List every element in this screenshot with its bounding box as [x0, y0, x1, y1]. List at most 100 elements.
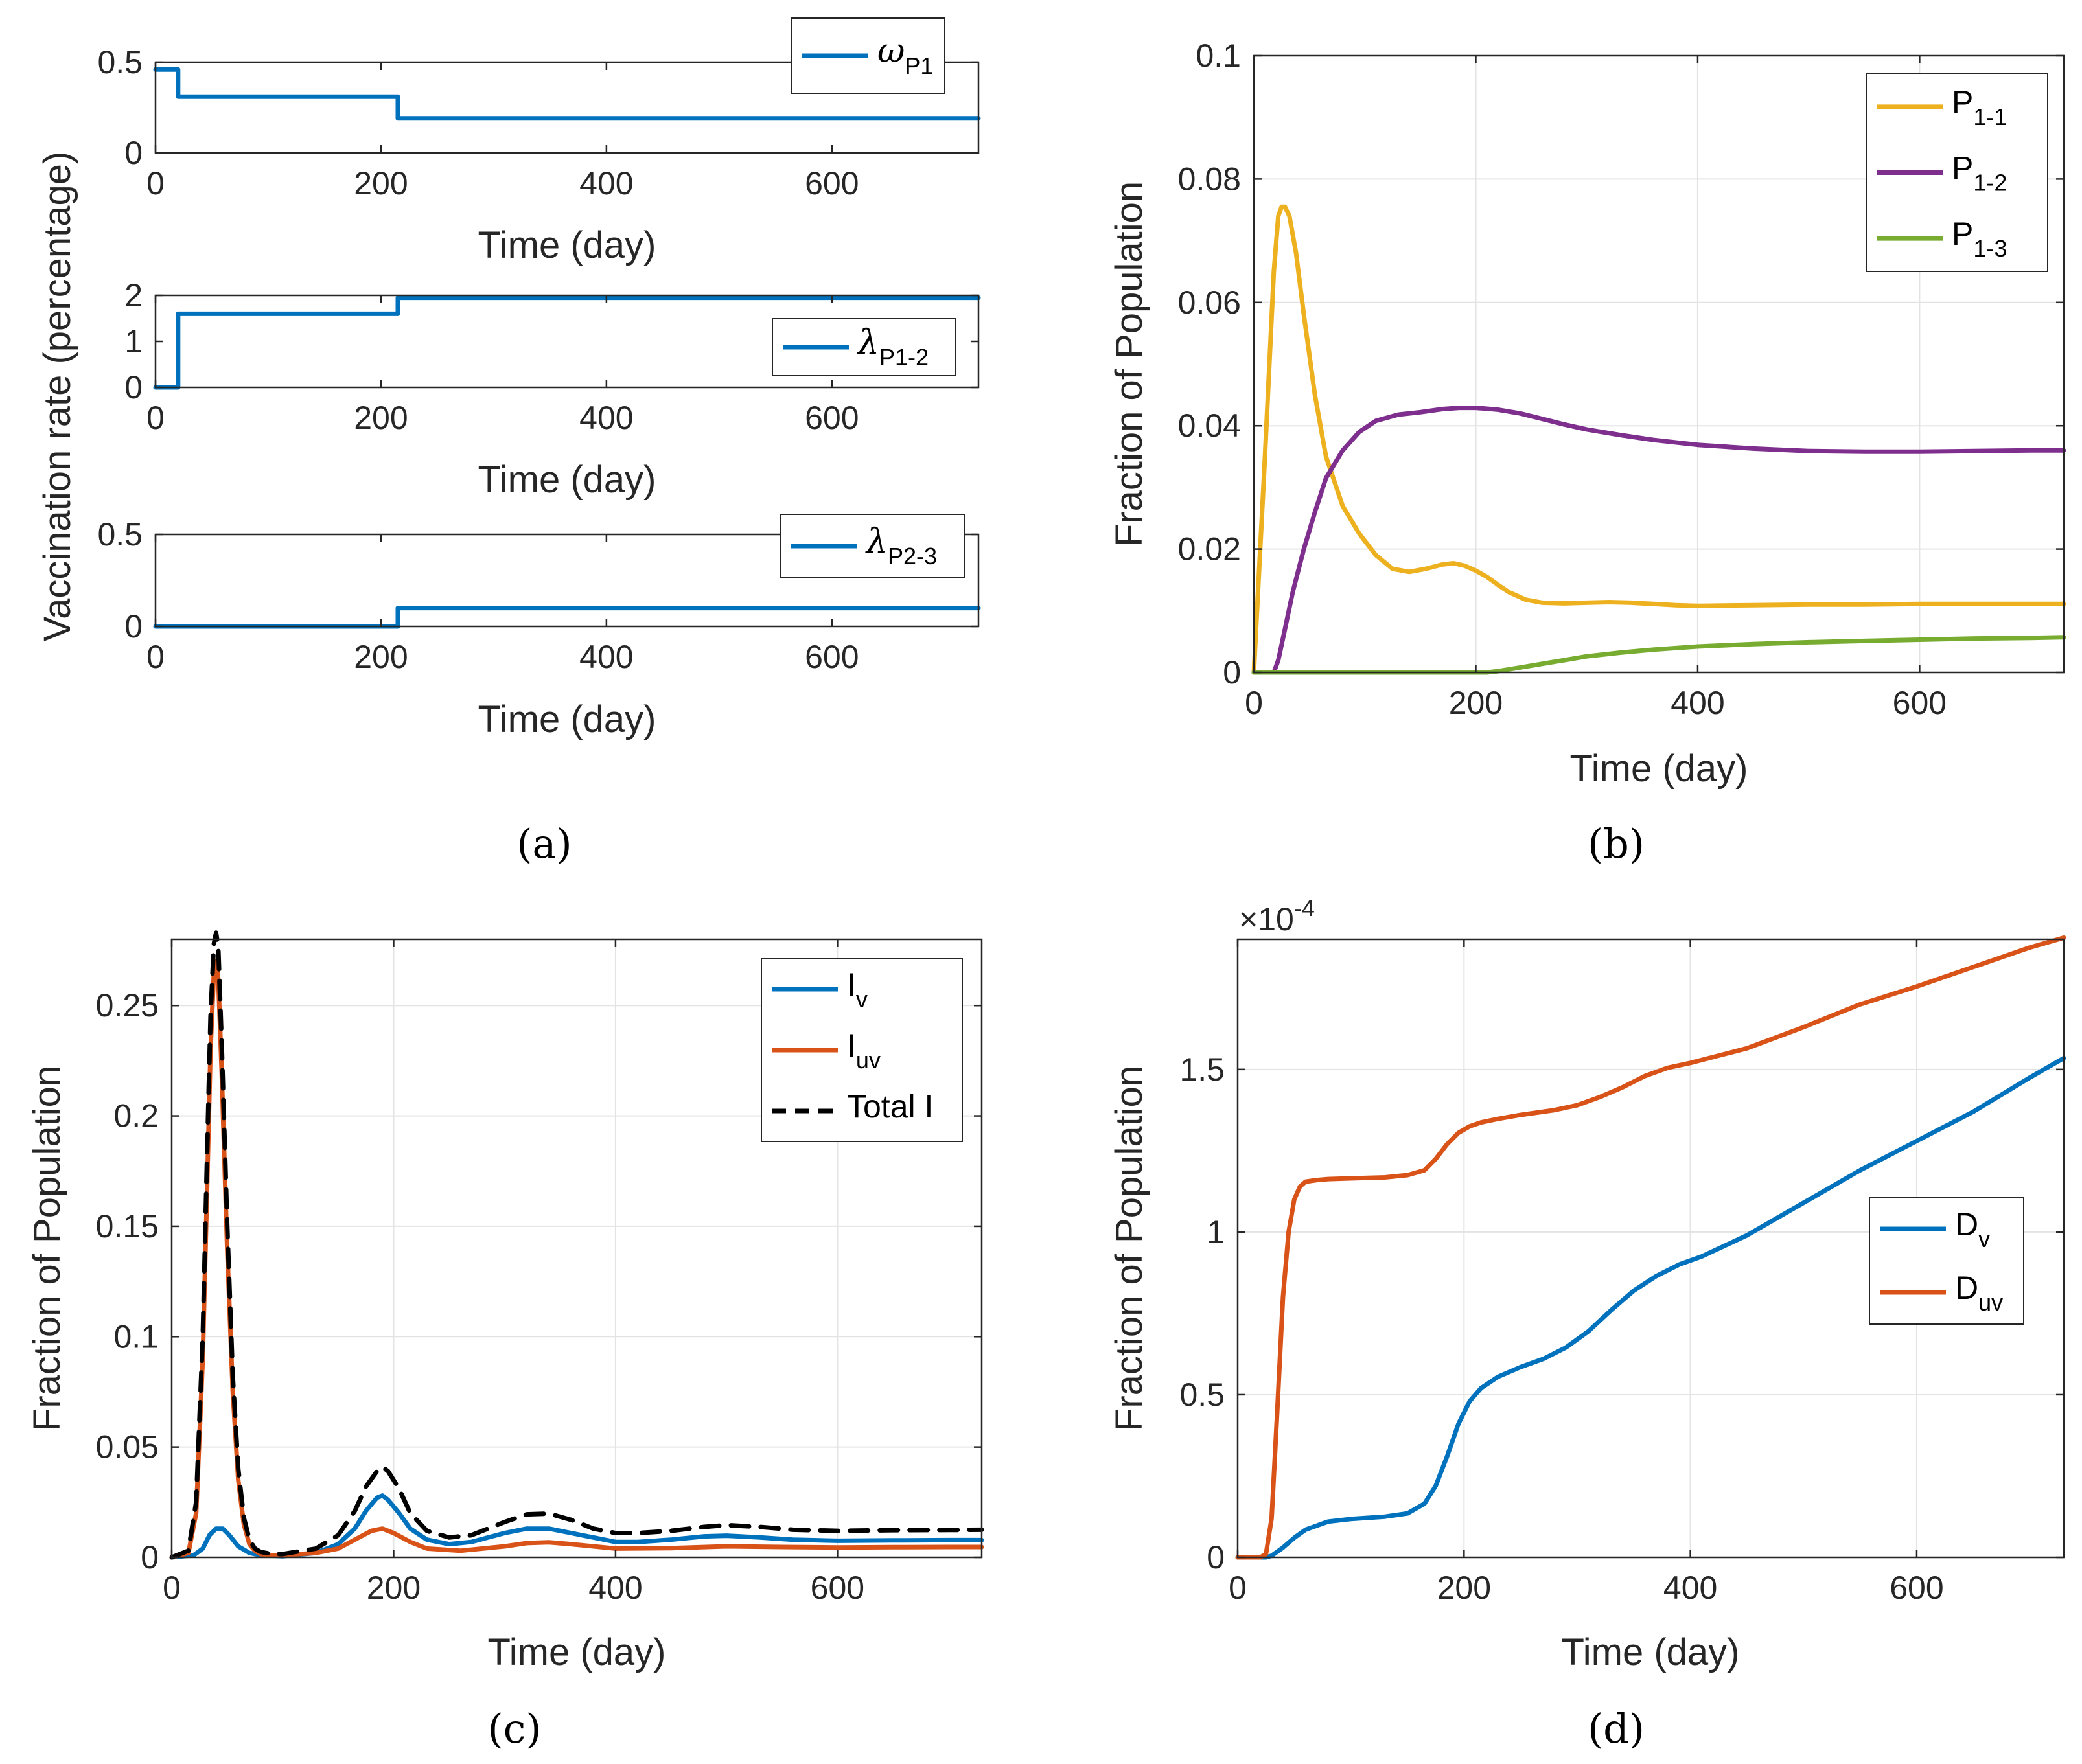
legend-label-a2-0: λP1-2	[857, 323, 929, 371]
y-axis-label-d: Fraction of Population	[1108, 1066, 1150, 1431]
plot-frame-c	[170, 938, 983, 1559]
legend-sub-b-2: 1-3	[1973, 235, 2007, 262]
tick-labels-c: 0 200 400 600 0 0.05 0.1 0.15 0.2 0.25	[96, 987, 864, 1606]
x-axis-label-a3: Time (day)	[478, 698, 656, 740]
y-tick-label-d-1: 0.5	[1179, 1377, 1225, 1413]
y-axis-label-c: Fraction of Population	[26, 1066, 68, 1431]
y-tick-label-c-0: 0	[141, 1539, 159, 1575]
series-line-a1-0	[153, 67, 981, 121]
panel-label-a: (a)	[516, 820, 572, 867]
series-line-b-1	[1251, 406, 2066, 675]
tick-labels-d: 0 200 400 600 0 0.5 1 1.5	[1179, 1051, 1943, 1606]
series-b	[1251, 204, 2066, 675]
series-a1	[153, 67, 981, 121]
x-tick-label-c-2: 400	[588, 1570, 642, 1606]
y-tick-label-b-1: 0.02	[1178, 531, 1241, 567]
legend-name-a3-0: λ	[865, 522, 888, 561]
y-tick-label-c-3: 0.15	[96, 1208, 159, 1244]
legend-label-d-0: Dv	[1955, 1206, 1990, 1252]
legend-sub-c-0: v	[856, 986, 868, 1013]
tick-labels-a2: 0 200 400 600 0 1 2	[124, 277, 859, 436]
series-line-b-0	[1251, 204, 2066, 675]
y-tick-label-d-0: 0	[1207, 1539, 1225, 1575]
chart-b: 0 200 400 600 0 0.02 0.04 0.06 0.08 0.1 Time (day…	[1108, 38, 2066, 790]
series-line-d-1	[1235, 935, 2066, 1560]
x-tick-label-a3-1: 200	[354, 639, 408, 675]
series-line-b-2	[1251, 635, 2066, 675]
legend-name-c-0: I	[847, 967, 856, 1003]
tick-labels-a3: 0 200 400 600 0 0.5	[97, 516, 859, 675]
y-tick-label-a2-2: 2	[124, 277, 143, 314]
y-tick-label-b-3: 0.06	[1178, 284, 1241, 321]
series-c	[169, 930, 984, 1560]
x-tick-label-d-0: 0	[1229, 1570, 1247, 1606]
x-tick-label-c-3: 600	[811, 1570, 864, 1606]
legend-a2: λP1-2	[772, 318, 956, 376]
panel-label-c: (c)	[487, 1705, 541, 1752]
series-line-c-2	[169, 930, 984, 1560]
plot-frame-a3	[154, 533, 980, 628]
legend-label-b-2: P1-3	[1952, 216, 2007, 262]
x-tick-label-a2-0: 0	[146, 400, 165, 436]
plot-frame-a1	[154, 61, 980, 154]
gridlines-b	[1254, 55, 2064, 672]
plot-frame-b	[1253, 54, 2065, 674]
chart-c: 0 200 400 600 0 0.05 0.1 0.15 0.2 0.25 Time (day)…	[26, 930, 984, 1673]
legend-label-c-2: Total I	[847, 1088, 933, 1125]
y-scale-factor-d: ×10-4	[1239, 895, 1315, 937]
y-tick-label-a3-1: 0.5	[97, 516, 143, 553]
y-scale-exponent-d: -4	[1294, 895, 1315, 921]
series-d	[1235, 935, 2066, 1560]
tick-labels-a1: 0 200 400 600 0 0.5	[97, 44, 859, 201]
shared-y-axis-label: Vaccination rate (percentage)	[36, 152, 78, 642]
series-line-d-0	[1235, 1055, 2066, 1560]
y-tick-label-b-5: 0.1	[1196, 38, 1241, 74]
x-tick-label-a2-3: 600	[805, 400, 859, 436]
legend-sub-c-1: uv	[856, 1047, 881, 1073]
x-tick-label-c-0: 0	[163, 1570, 181, 1606]
y-tick-label-c-2: 0.1	[113, 1318, 159, 1355]
legend-sub-a1-0: P1	[905, 52, 933, 79]
x-tick-label-a1-2: 400	[579, 165, 633, 201]
y-tick-label-c-5: 0.25	[96, 987, 159, 1024]
legend-sub-b-0: 1-1	[1973, 104, 2007, 130]
legend-name-d-1: D	[1955, 1270, 1978, 1306]
series-line-a3-0	[153, 606, 981, 629]
x-tick-label-a2-1: 200	[354, 400, 408, 436]
legend-sub-b-1: 1-2	[1973, 170, 2007, 196]
x-tick-label-a3-0: 0	[146, 639, 165, 675]
legend-label-a3-0: λP2-3	[865, 522, 937, 569]
y-tick-label-c-1: 0.05	[96, 1429, 159, 1465]
y-axis-label-b: Fraction of Population	[1108, 181, 1150, 547]
x-tick-label-d-3: 600	[1890, 1570, 1943, 1606]
y-tick-label-d-3: 1.5	[1179, 1051, 1225, 1088]
legend-a3: λP2-3	[780, 514, 965, 578]
legend-name-a2-0: λ	[857, 323, 879, 362]
y-tick-label-b-0: 0	[1223, 654, 1241, 691]
x-tick-label-d-2: 400	[1663, 1570, 1717, 1606]
legend-box-d	[1869, 1197, 2024, 1325]
y-tick-label-a1-1: 0.5	[97, 44, 143, 80]
x-tick-label-a1-1: 200	[354, 165, 408, 201]
legend-sub-d-0: v	[1978, 1226, 1990, 1252]
legend-name-d-0: D	[1955, 1206, 1978, 1243]
y-scale-base-d: ×10	[1239, 901, 1294, 937]
legend-label-b-0: P1-1	[1952, 84, 2007, 130]
legend-label-c-0: Iv	[847, 967, 868, 1013]
y-tick-label-a2-0: 0	[124, 369, 143, 406]
y-tick-label-a1-0: 0	[124, 135, 143, 171]
x-tick-label-a1-0: 0	[146, 165, 165, 201]
chart-a1: 0 200 400 600 0 0.5 Time (day) ωP1	[97, 17, 981, 266]
legend-sub-d-1: uv	[1978, 1289, 2003, 1316]
x-axis-label-c: Time (day)	[488, 1631, 666, 1673]
legend-name-b-2: P	[1952, 216, 1973, 252]
chart-a3: 0 200 400 600 0 0.5 Time (day) λP2-3	[97, 514, 981, 740]
legend-sub-a2-0: P1-2	[879, 344, 929, 371]
y-tick-label-a3-0: 0	[124, 608, 143, 645]
legend-name-a1-0: ω	[877, 32, 905, 71]
legend-name-b-1: P	[1952, 150, 1973, 187]
x-tick-label-a3-3: 600	[805, 639, 859, 675]
series-line-c-0	[169, 1493, 984, 1560]
